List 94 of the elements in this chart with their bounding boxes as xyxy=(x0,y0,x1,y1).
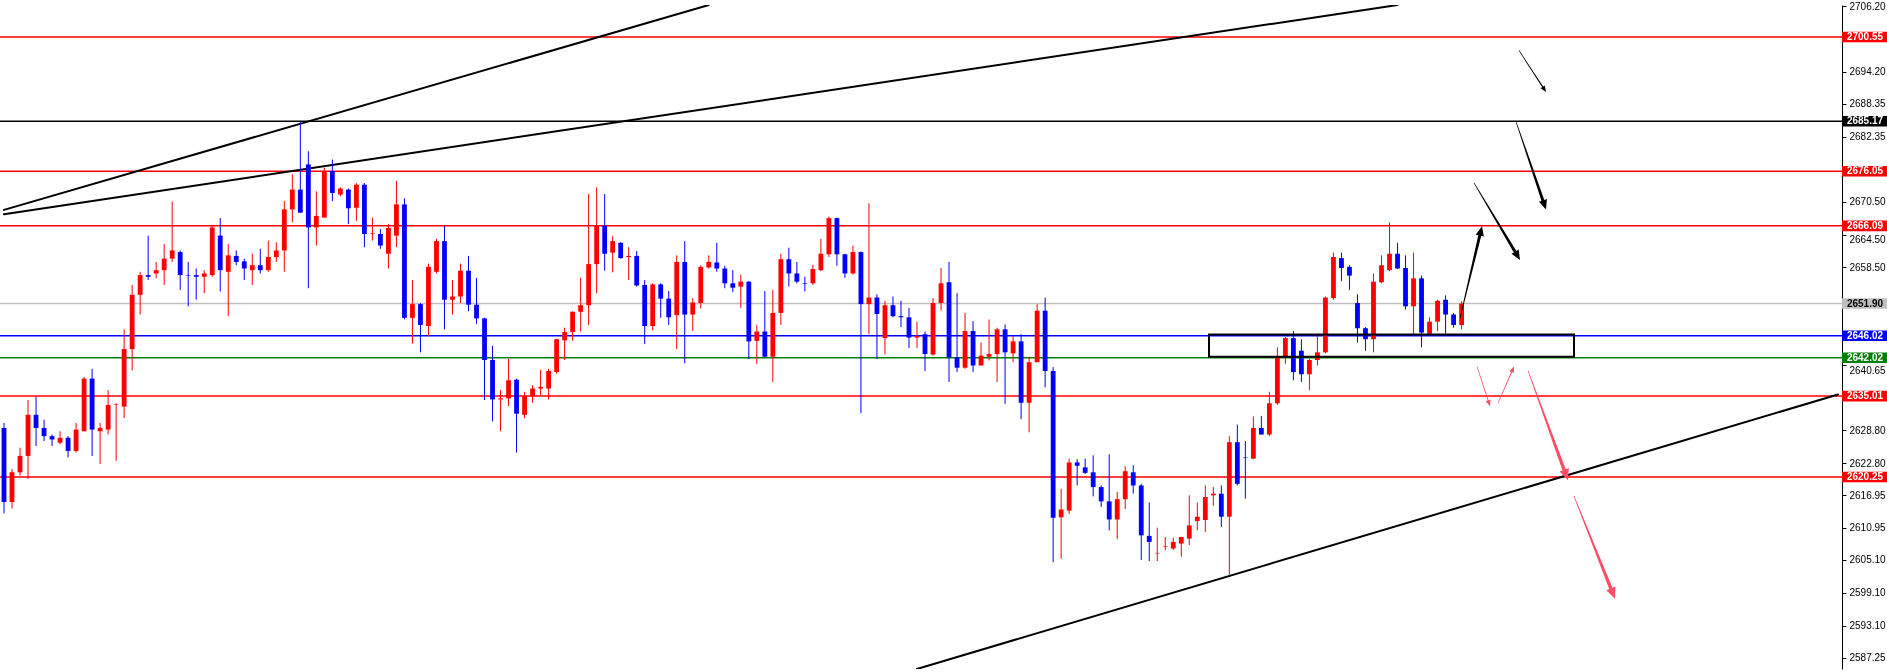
candlestick xyxy=(658,282,664,319)
candlestick xyxy=(914,321,920,349)
y-tick-label: 2628.80 xyxy=(1849,424,1887,436)
candlestick xyxy=(225,243,231,317)
candlestick xyxy=(161,243,167,286)
candlestick xyxy=(578,277,584,333)
candlestick xyxy=(97,422,103,465)
y-tick-label: 2599.10 xyxy=(1849,587,1887,599)
candlestick xyxy=(1058,488,1064,560)
y-tick-label: 2610.95 xyxy=(1849,522,1887,534)
candlestick xyxy=(137,271,143,316)
y-tick-label: 2640.65 xyxy=(1849,364,1887,376)
ref-line-label: 2685.17 xyxy=(1846,115,1884,127)
candlestick xyxy=(1347,264,1352,291)
candlestick xyxy=(714,242,720,273)
candlestick xyxy=(1130,464,1136,495)
candlestick xyxy=(1307,358,1312,391)
y-tick-label: 2622.80 xyxy=(1849,457,1887,469)
y-tick-label: 2593.10 xyxy=(1849,620,1887,632)
y-tick-label: 2670.50 xyxy=(1849,196,1887,208)
y-tick-label: 2706.20 xyxy=(1849,0,1887,12)
candlestick xyxy=(378,228,383,250)
candlestick xyxy=(177,249,183,291)
candlestick xyxy=(738,274,744,309)
candlestick xyxy=(1202,484,1208,533)
candlestick xyxy=(1282,336,1288,365)
candlestick xyxy=(610,235,616,273)
candlestick xyxy=(249,253,255,286)
candlestick xyxy=(818,238,824,272)
candlestick xyxy=(1459,300,1464,330)
candlestick xyxy=(113,402,119,462)
candlestick xyxy=(690,297,696,332)
candlestick xyxy=(1443,294,1448,335)
y-tick-label: 2694.20 xyxy=(1849,66,1887,78)
ref-line-label: 2676.05 xyxy=(1846,165,1884,177)
candlestick xyxy=(145,235,151,281)
candlestick xyxy=(297,121,303,214)
ref-line-label: 2642.02 xyxy=(1846,351,1884,363)
candlestick xyxy=(410,279,415,345)
candlestick xyxy=(786,247,792,288)
ref-line-label: 2620.25 xyxy=(1846,470,1884,482)
candlestick xyxy=(626,246,632,281)
candlestick xyxy=(474,277,479,325)
y-tick-label: 2664.50 xyxy=(1849,234,1887,246)
candlestick xyxy=(450,279,455,316)
candlestick xyxy=(1090,454,1096,497)
candlestick xyxy=(1218,484,1224,528)
y-tick-label: 2616.95 xyxy=(1849,489,1887,501)
candlestick xyxy=(1074,458,1080,486)
candlestick xyxy=(1194,501,1200,531)
candlestick xyxy=(289,173,295,223)
y-tick-label: 2682.35 xyxy=(1849,131,1887,143)
candlestick xyxy=(730,269,736,293)
candlestick xyxy=(562,327,568,361)
candlestick xyxy=(794,261,800,284)
candlestick xyxy=(1010,335,1016,363)
candlestick xyxy=(273,241,279,263)
y-tick-label: 2688.35 xyxy=(1849,98,1887,110)
candlestick xyxy=(1106,453,1112,531)
candlestick xyxy=(193,268,199,301)
ref-line-label: 2651.90 xyxy=(1846,297,1884,309)
candlestick xyxy=(257,248,263,274)
y-tick-label: 2605.10 xyxy=(1849,554,1887,566)
ref-line-label: 2700.55 xyxy=(1846,31,1884,43)
candlestick xyxy=(802,276,808,293)
ref-line-label: 2635.01 xyxy=(1846,390,1884,402)
candlestick xyxy=(1339,252,1344,282)
candlestick xyxy=(1098,484,1104,508)
candlestick xyxy=(201,269,207,294)
candlestick xyxy=(353,182,359,222)
candlestick xyxy=(754,324,760,365)
candlestick xyxy=(1114,491,1120,540)
candlestick xyxy=(810,264,816,286)
candlestick xyxy=(1186,494,1192,546)
candlestick xyxy=(1162,536,1168,551)
candlestick xyxy=(329,159,335,202)
candlestick xyxy=(1258,415,1264,436)
candlestick xyxy=(722,265,728,289)
candlestick xyxy=(185,261,191,307)
candlestick xyxy=(1299,338,1304,383)
y-tick-label: 2658.50 xyxy=(1849,261,1887,273)
candlestick xyxy=(241,258,247,281)
candlestick xyxy=(1146,501,1152,562)
y-tick-label: 2587.25 xyxy=(1849,652,1887,664)
candlestick xyxy=(1435,299,1440,332)
candlestick xyxy=(570,310,576,342)
candlestick xyxy=(666,290,672,326)
candlestick xyxy=(1395,242,1400,270)
ref-line-label: 2646.02 xyxy=(1846,329,1884,341)
candlestick xyxy=(1379,254,1384,284)
candlestick xyxy=(265,240,271,273)
ref-line-label: 2666.09 xyxy=(1846,219,1884,231)
candlestick xyxy=(345,188,351,225)
candlestick xyxy=(986,318,992,362)
